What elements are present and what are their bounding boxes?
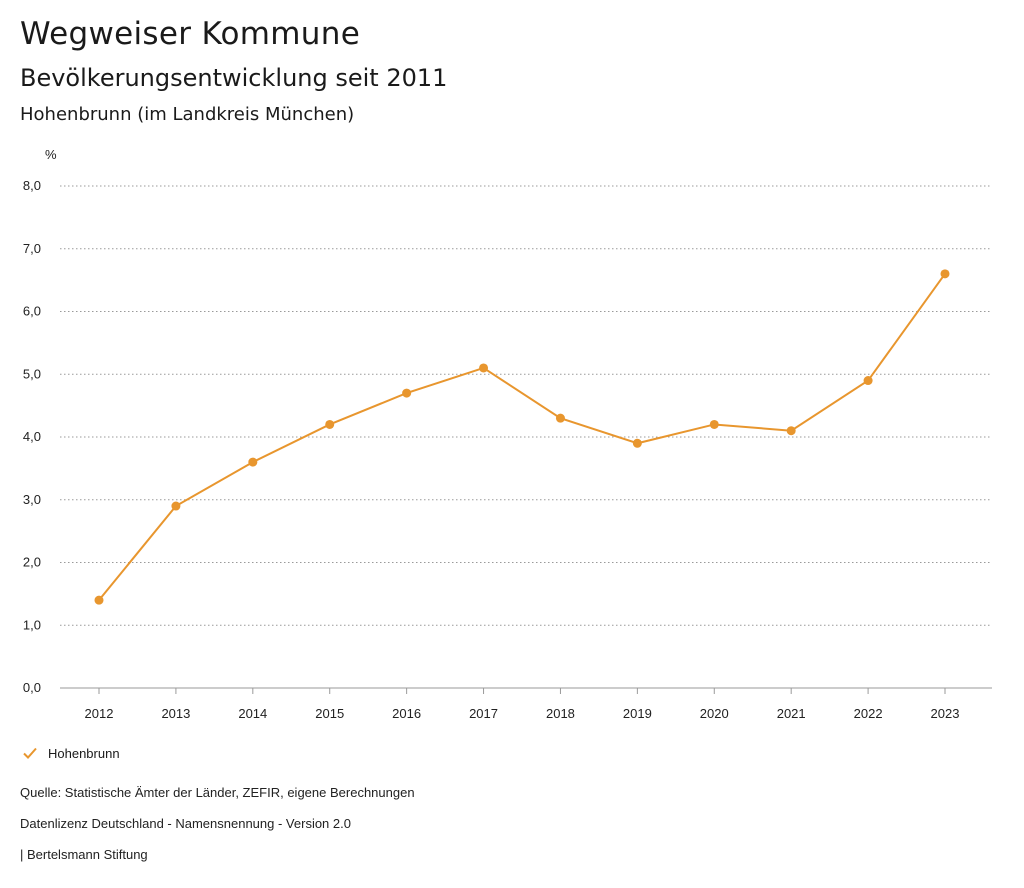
legend-label: Hohenbrunn bbox=[48, 745, 120, 761]
data-point[interactable]: 2019: 3.9 bbox=[632, 438, 642, 448]
region-label: Hohenbrunn (im Landkreis München) bbox=[20, 104, 355, 125]
data-point[interactable]: 2017: 5.1 bbox=[479, 363, 489, 373]
x-tick-label: 2023 bbox=[931, 706, 960, 721]
y-tick-label: 3,0 bbox=[23, 492, 41, 507]
data-point[interactable]: 2014: 3.6 bbox=[248, 457, 258, 467]
y-tick-label: 4,0 bbox=[23, 429, 41, 444]
x-tick-label: 2016 bbox=[392, 706, 421, 721]
y-tick-label: 5,0 bbox=[23, 366, 41, 381]
data-point[interactable]: 2015: 4.2 bbox=[325, 419, 335, 429]
page-title: Wegweiser Kommune bbox=[20, 16, 361, 52]
x-tick-label: 2015 bbox=[315, 706, 344, 721]
y-tick-label: 1,0 bbox=[23, 617, 41, 632]
x-tick-label: 2012 bbox=[85, 706, 114, 721]
data-point[interactable]: 2018: 4.3 bbox=[555, 413, 565, 423]
y-axis-unit: % bbox=[45, 147, 57, 162]
data-point[interactable]: 2023: 6.6 bbox=[940, 269, 950, 279]
y-tick-label: 0,0 bbox=[23, 680, 41, 695]
y-tick-label: 7,0 bbox=[23, 241, 41, 256]
chart-subtitle: Bevölkerungsentwicklung seit 2011 bbox=[20, 64, 448, 92]
x-tick-label: 2022 bbox=[854, 706, 883, 721]
y-tick-label: 6,0 bbox=[23, 304, 41, 319]
data-point[interactable]: 2013: 2.9 bbox=[171, 501, 181, 511]
data-point[interactable]: 2016: 4.7 bbox=[402, 388, 412, 398]
source-note: Quelle: Statistische Ämter der Länder, Z… bbox=[20, 785, 415, 800]
x-tick-label: 2018 bbox=[546, 706, 575, 721]
publisher-note: | Bertelsmann Stiftung bbox=[20, 847, 148, 862]
x-tick-label: 2013 bbox=[161, 706, 190, 721]
line-chart: % 0,0 1,0 2,0 3,0 4,0 5,0 6,0 7,0 8,0 2012 2013 2014… bbox=[23, 147, 992, 721]
data-point[interactable]: 2022: 4.9 bbox=[863, 376, 873, 386]
x-tick-label: 2021 bbox=[777, 706, 806, 721]
y-tick-label: 2,0 bbox=[23, 555, 41, 570]
check-icon bbox=[23, 747, 37, 759]
data-point[interactable]: 2021: 4.1 bbox=[786, 426, 796, 436]
license-note: Datenlizenz Deutschland - Namensnennung … bbox=[20, 816, 351, 831]
legend[interactable]: Hohenbrunn bbox=[22, 745, 120, 761]
series-line-hohenbrunn bbox=[98, 273, 946, 601]
x-tick-label: 2019 bbox=[623, 706, 652, 721]
data-point[interactable]: 2012: 1.4 bbox=[94, 595, 104, 605]
data-point[interactable]: 2020: 4.2 bbox=[709, 419, 719, 429]
x-tick-label: 2017 bbox=[469, 706, 498, 721]
x-tick-label: 2020 bbox=[700, 706, 729, 721]
y-tick-label: 8,0 bbox=[23, 178, 41, 193]
x-tick-label: 2014 bbox=[238, 706, 267, 721]
